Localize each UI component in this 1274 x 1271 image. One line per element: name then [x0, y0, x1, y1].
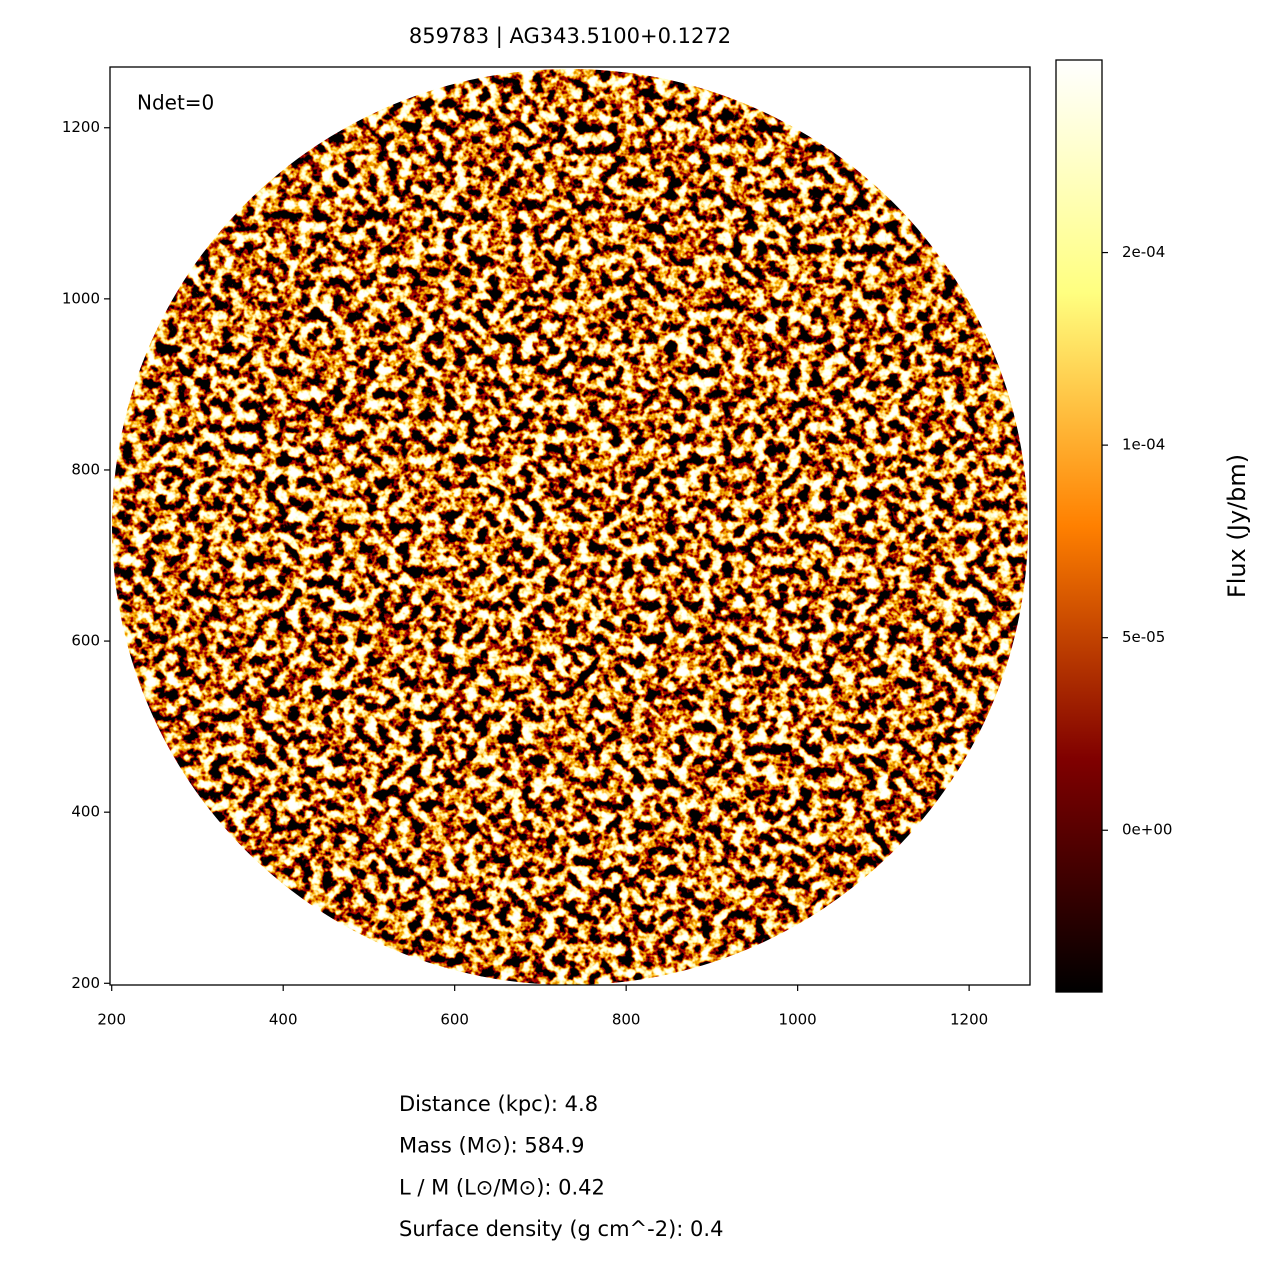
chart-title: 859783 | AG343.5100+0.1272: [409, 24, 731, 49]
x-tick-label: 200: [97, 1011, 126, 1029]
colorbar-tick-label: 5e-05: [1122, 628, 1165, 646]
y-tick-label: 800: [71, 460, 100, 478]
image: [112, 69, 1028, 985]
colorbar: [1055, 59, 1103, 993]
info-line: Mass (M⊙): 584.9: [399, 1134, 585, 1158]
y-tick-label: 1200: [62, 118, 100, 136]
colorbar-tick-label: 1e-04: [1122, 436, 1165, 454]
colorbar-label: Flux (Jy/bm): [1223, 454, 1251, 598]
y-tick-label: 1000: [62, 289, 100, 307]
annotation: Ndet=0: [137, 91, 214, 115]
y-tick-label: 400: [71, 803, 100, 821]
y-tick-label: 200: [71, 974, 100, 992]
x-tick-label: 1000: [779, 1011, 817, 1029]
colorbar-tick-label: 0e+00: [1122, 821, 1172, 839]
y-tick-label: 600: [71, 632, 100, 650]
info-line: Distance (kpc): 4.8: [399, 1092, 598, 1116]
x-tick-label: 800: [612, 1011, 641, 1029]
colorbar-tick-label: 2e-04: [1122, 243, 1165, 261]
x-tick-label: 400: [269, 1011, 298, 1029]
x-tick-label: 600: [440, 1011, 469, 1029]
info-line: L / M (L⊙/M⊙): 0.42: [399, 1175, 605, 1199]
info-line: Surface density (g cm^-2): 0.4: [399, 1217, 723, 1241]
axes-frame: [109, 66, 1031, 986]
x-tick-label: 1200: [950, 1011, 988, 1029]
